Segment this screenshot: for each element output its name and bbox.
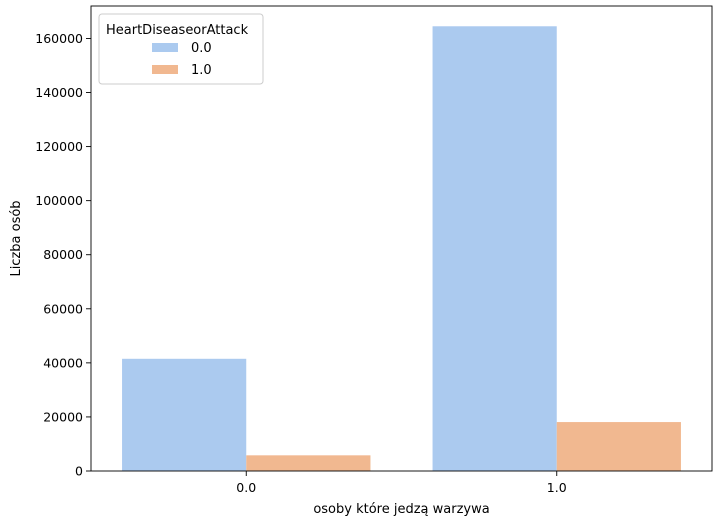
legend: HeartDiseaseorAttack 0.0 1.0: [98, 13, 264, 85]
x-tick-label: 1.0: [547, 480, 567, 495]
bar-series-0-category-1: [432, 26, 557, 472]
bar-series-1-category-1: [556, 422, 681, 471]
y-tick-label: 160000: [35, 31, 83, 46]
x-axis-label: osoby które jedzą warzywa: [313, 502, 489, 517]
y-tick-label: 80000: [43, 247, 83, 262]
bar-series-0-category-0: [122, 358, 247, 471]
x-axis-ticks: 0.0 1.0: [236, 471, 567, 495]
legend-label-0: 0.0: [191, 41, 212, 56]
x-tick-label: 0.0: [236, 480, 256, 495]
legend-swatch-0: [152, 43, 178, 52]
plot-area-frame: [90, 5, 713, 472]
y-tick-label: 0: [75, 464, 83, 479]
y-tick-label: 100000: [35, 193, 83, 208]
y-axis-label: Liczba osób: [9, 200, 24, 276]
legend-box: [98, 13, 264, 85]
y-axis-ticks: 0 20000 40000 60000 80000 100000 120000 140000 1…: [35, 31, 91, 479]
legend-label-1: 1.0: [191, 63, 212, 78]
y-tick-label: 20000: [43, 409, 83, 424]
legend-swatch-1: [152, 65, 178, 74]
y-tick-label: 140000: [35, 85, 83, 100]
legend-title: HeartDiseaseorAttack: [106, 23, 249, 38]
y-tick-label: 60000: [43, 301, 83, 316]
bars-group: [122, 26, 681, 472]
y-tick-label: 40000: [43, 355, 83, 370]
bar-series-1-category-0: [246, 455, 371, 471]
y-tick-label: 120000: [35, 139, 83, 154]
